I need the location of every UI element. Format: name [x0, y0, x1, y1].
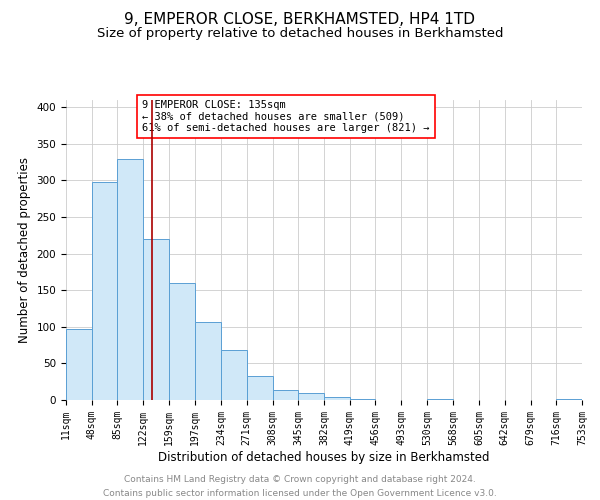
Bar — [196, 322, 221, 400]
Bar — [556, 398, 582, 400]
Text: Contains HM Land Registry data © Crown copyright and database right 2024.
Contai: Contains HM Land Registry data © Crown c… — [103, 476, 497, 498]
Bar — [92, 182, 118, 400]
Text: 9, EMPEROR CLOSE, BERKHAMSTED, HP4 1TD: 9, EMPEROR CLOSE, BERKHAMSTED, HP4 1TD — [125, 12, 476, 28]
Text: Size of property relative to detached houses in Berkhamsted: Size of property relative to detached ho… — [97, 28, 503, 40]
Text: 9 EMPEROR CLOSE: 135sqm
← 38% of detached houses are smaller (509)
61% of semi-d: 9 EMPEROR CLOSE: 135sqm ← 38% of detache… — [142, 100, 430, 133]
Bar — [298, 392, 324, 400]
Bar — [169, 283, 194, 400]
Y-axis label: Number of detached properties: Number of detached properties — [18, 157, 31, 343]
Bar — [66, 329, 92, 400]
Bar — [143, 239, 169, 400]
Bar — [324, 397, 350, 400]
Bar — [272, 390, 298, 400]
Bar — [118, 158, 143, 400]
Bar — [247, 376, 272, 400]
Bar — [221, 350, 247, 400]
X-axis label: Distribution of detached houses by size in Berkhamsted: Distribution of detached houses by size … — [158, 450, 490, 464]
